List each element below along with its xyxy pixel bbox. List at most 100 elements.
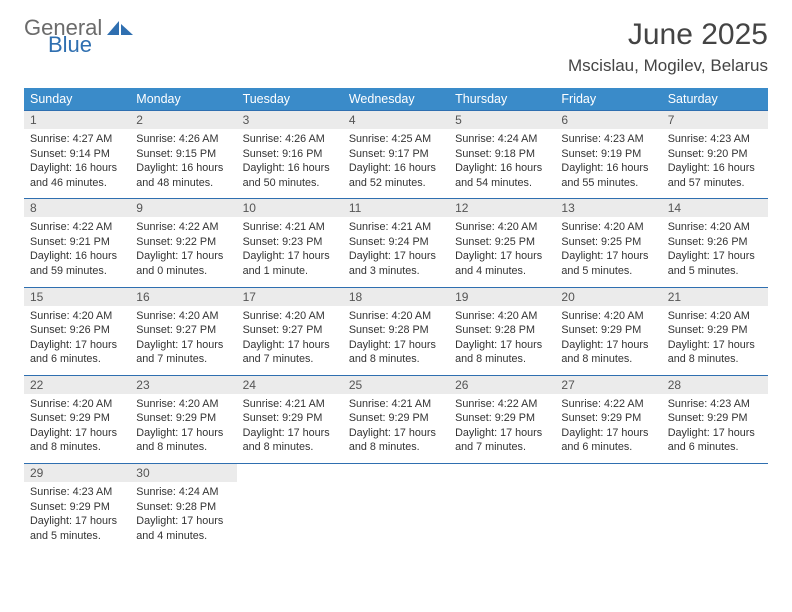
header: General Blue June 2025 Mscislau, Mogilev… bbox=[24, 18, 768, 76]
day-line: Sunset: 9:27 PM bbox=[136, 323, 230, 338]
calendar-cell: 24Sunrise: 4:21 AMSunset: 9:29 PMDayligh… bbox=[237, 375, 343, 463]
calendar-cell: 21Sunrise: 4:20 AMSunset: 9:29 PMDayligh… bbox=[662, 287, 768, 375]
calendar-cell: 17Sunrise: 4:20 AMSunset: 9:27 PMDayligh… bbox=[237, 287, 343, 375]
day-body: Sunrise: 4:21 AMSunset: 9:24 PMDaylight:… bbox=[343, 217, 449, 286]
day-body: Sunrise: 4:22 AMSunset: 9:21 PMDaylight:… bbox=[24, 217, 130, 286]
day-header: Sunday bbox=[24, 88, 130, 111]
day-line: and 7 minutes. bbox=[243, 352, 337, 367]
day-line: and 8 minutes. bbox=[349, 352, 443, 367]
calendar-week: 29Sunrise: 4:23 AMSunset: 9:29 PMDayligh… bbox=[24, 464, 768, 552]
logo: General Blue bbox=[24, 18, 133, 56]
calendar-cell: 15Sunrise: 4:20 AMSunset: 9:26 PMDayligh… bbox=[24, 287, 130, 375]
day-body: Sunrise: 4:25 AMSunset: 9:17 PMDaylight:… bbox=[343, 129, 449, 198]
day-line: Sunset: 9:26 PM bbox=[668, 235, 762, 250]
day-line: Sunset: 9:29 PM bbox=[30, 500, 124, 515]
day-body: Sunrise: 4:20 AMSunset: 9:28 PMDaylight:… bbox=[343, 306, 449, 375]
day-body: Sunrise: 4:22 AMSunset: 9:29 PMDaylight:… bbox=[555, 394, 661, 463]
calendar-cell: 13Sunrise: 4:20 AMSunset: 9:25 PMDayligh… bbox=[555, 199, 661, 287]
day-line: Sunrise: 4:20 AM bbox=[349, 309, 443, 324]
day-line: Sunset: 9:26 PM bbox=[30, 323, 124, 338]
day-number: 26 bbox=[449, 376, 555, 394]
day-body: Sunrise: 4:20 AMSunset: 9:28 PMDaylight:… bbox=[449, 306, 555, 375]
day-line: and 5 minutes. bbox=[561, 264, 655, 279]
day-line: Sunset: 9:28 PM bbox=[136, 500, 230, 515]
calendar-week: 1Sunrise: 4:27 AMSunset: 9:14 PMDaylight… bbox=[24, 111, 768, 199]
calendar-cell: 2Sunrise: 4:26 AMSunset: 9:15 PMDaylight… bbox=[130, 111, 236, 199]
day-line: Sunset: 9:24 PM bbox=[349, 235, 443, 250]
day-line: Sunset: 9:27 PM bbox=[243, 323, 337, 338]
day-number: 24 bbox=[237, 376, 343, 394]
month-title: June 2025 bbox=[568, 18, 768, 52]
day-number: 25 bbox=[343, 376, 449, 394]
calendar-cell: 10Sunrise: 4:21 AMSunset: 9:23 PMDayligh… bbox=[237, 199, 343, 287]
day-number: 21 bbox=[662, 288, 768, 306]
logo-sail-icon bbox=[107, 19, 133, 35]
day-line: Sunrise: 4:27 AM bbox=[30, 132, 124, 147]
day-line: Daylight: 17 hours bbox=[668, 426, 762, 441]
day-line: and 8 minutes. bbox=[136, 440, 230, 455]
day-number: 14 bbox=[662, 199, 768, 217]
day-line: and 55 minutes. bbox=[561, 176, 655, 191]
calendar-cell bbox=[343, 464, 449, 552]
day-body: Sunrise: 4:23 AMSunset: 9:29 PMDaylight:… bbox=[24, 482, 130, 551]
day-line: and 8 minutes. bbox=[30, 440, 124, 455]
day-header: Friday bbox=[555, 88, 661, 111]
calendar-cell: 28Sunrise: 4:23 AMSunset: 9:29 PMDayligh… bbox=[662, 375, 768, 463]
day-body: Sunrise: 4:20 AMSunset: 9:25 PMDaylight:… bbox=[449, 217, 555, 286]
calendar-cell: 25Sunrise: 4:21 AMSunset: 9:29 PMDayligh… bbox=[343, 375, 449, 463]
day-line: and 52 minutes. bbox=[349, 176, 443, 191]
day-body: Sunrise: 4:23 AMSunset: 9:29 PMDaylight:… bbox=[662, 394, 768, 463]
day-line: Sunset: 9:20 PM bbox=[668, 147, 762, 162]
calendar-cell: 1Sunrise: 4:27 AMSunset: 9:14 PMDaylight… bbox=[24, 111, 130, 199]
day-number: 16 bbox=[130, 288, 236, 306]
day-line: Sunrise: 4:24 AM bbox=[136, 485, 230, 500]
day-body: Sunrise: 4:20 AMSunset: 9:29 PMDaylight:… bbox=[555, 306, 661, 375]
calendar-cell: 12Sunrise: 4:20 AMSunset: 9:25 PMDayligh… bbox=[449, 199, 555, 287]
day-header: Thursday bbox=[449, 88, 555, 111]
day-line: and 1 minute. bbox=[243, 264, 337, 279]
day-header: Monday bbox=[130, 88, 236, 111]
calendar-table: Sunday Monday Tuesday Wednesday Thursday… bbox=[24, 88, 768, 551]
day-number: 10 bbox=[237, 199, 343, 217]
day-number: 22 bbox=[24, 376, 130, 394]
day-number: 11 bbox=[343, 199, 449, 217]
day-header: Wednesday bbox=[343, 88, 449, 111]
day-body: Sunrise: 4:21 AMSunset: 9:23 PMDaylight:… bbox=[237, 217, 343, 286]
day-body: Sunrise: 4:22 AMSunset: 9:29 PMDaylight:… bbox=[449, 394, 555, 463]
day-line: Sunset: 9:29 PM bbox=[136, 411, 230, 426]
day-body: Sunrise: 4:22 AMSunset: 9:22 PMDaylight:… bbox=[130, 217, 236, 286]
day-line: and 46 minutes. bbox=[30, 176, 124, 191]
day-line: Sunrise: 4:25 AM bbox=[349, 132, 443, 147]
day-line: and 8 minutes. bbox=[349, 440, 443, 455]
day-line: Daylight: 17 hours bbox=[136, 338, 230, 353]
day-line: Sunset: 9:29 PM bbox=[30, 411, 124, 426]
day-header-row: Sunday Monday Tuesday Wednesday Thursday… bbox=[24, 88, 768, 111]
day-line: and 6 minutes. bbox=[30, 352, 124, 367]
calendar-cell: 6Sunrise: 4:23 AMSunset: 9:19 PMDaylight… bbox=[555, 111, 661, 199]
day-number: 30 bbox=[130, 464, 236, 482]
day-number: 4 bbox=[343, 111, 449, 129]
day-number: 18 bbox=[343, 288, 449, 306]
day-line: Sunset: 9:16 PM bbox=[243, 147, 337, 162]
calendar-cell: 20Sunrise: 4:20 AMSunset: 9:29 PMDayligh… bbox=[555, 287, 661, 375]
day-body: Sunrise: 4:20 AMSunset: 9:26 PMDaylight:… bbox=[662, 217, 768, 286]
day-number: 3 bbox=[237, 111, 343, 129]
calendar-cell bbox=[555, 464, 661, 552]
day-line: Sunset: 9:29 PM bbox=[455, 411, 549, 426]
calendar-cell bbox=[449, 464, 555, 552]
day-line: Sunset: 9:29 PM bbox=[668, 323, 762, 338]
day-number: 9 bbox=[130, 199, 236, 217]
title-block: June 2025 Mscislau, Mogilev, Belarus bbox=[568, 18, 768, 76]
day-line: and 8 minutes. bbox=[561, 352, 655, 367]
day-line: and 4 minutes. bbox=[455, 264, 549, 279]
calendar-cell: 11Sunrise: 4:21 AMSunset: 9:24 PMDayligh… bbox=[343, 199, 449, 287]
day-line: Sunrise: 4:23 AM bbox=[668, 397, 762, 412]
day-line: Sunset: 9:25 PM bbox=[561, 235, 655, 250]
day-line: Sunset: 9:25 PM bbox=[455, 235, 549, 250]
day-line: Sunrise: 4:22 AM bbox=[30, 220, 124, 235]
day-line: and 8 minutes. bbox=[455, 352, 549, 367]
day-line: Daylight: 17 hours bbox=[136, 249, 230, 264]
day-body: Sunrise: 4:20 AMSunset: 9:29 PMDaylight:… bbox=[662, 306, 768, 375]
day-number: 7 bbox=[662, 111, 768, 129]
day-line: Sunrise: 4:23 AM bbox=[30, 485, 124, 500]
